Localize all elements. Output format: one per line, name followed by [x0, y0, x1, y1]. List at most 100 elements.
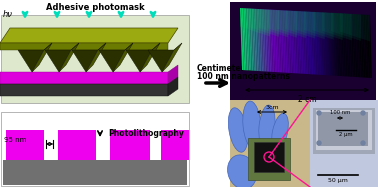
Text: 50 μm: 50 μm — [328, 178, 348, 183]
Polygon shape — [331, 13, 361, 41]
Polygon shape — [364, 15, 367, 78]
Polygon shape — [367, 15, 370, 78]
Polygon shape — [321, 12, 325, 75]
Bar — [3, 160, 187, 185]
Polygon shape — [307, 12, 310, 74]
Polygon shape — [304, 11, 334, 40]
Bar — [310, 100, 378, 187]
Polygon shape — [0, 84, 168, 96]
Text: Photolithography: Photolithography — [108, 128, 184, 137]
Polygon shape — [290, 11, 294, 73]
Bar — [6, 130, 44, 160]
Polygon shape — [242, 8, 245, 70]
Bar — [248, 138, 290, 180]
Polygon shape — [249, 8, 279, 37]
Polygon shape — [329, 13, 333, 76]
Text: Centimeter-scale: Centimeter-scale — [197, 64, 271, 73]
Polygon shape — [258, 9, 288, 37]
Polygon shape — [0, 72, 168, 84]
Polygon shape — [245, 8, 248, 70]
Bar — [161, 130, 189, 160]
Polygon shape — [284, 10, 288, 73]
Bar — [230, 2, 376, 100]
Polygon shape — [18, 50, 44, 72]
Polygon shape — [72, 50, 98, 72]
Bar — [110, 130, 150, 160]
Polygon shape — [250, 9, 253, 71]
Polygon shape — [350, 14, 354, 77]
Polygon shape — [369, 15, 372, 78]
Polygon shape — [360, 14, 364, 77]
Polygon shape — [148, 50, 174, 72]
Polygon shape — [295, 11, 299, 73]
Polygon shape — [264, 9, 268, 72]
Text: 2 cm: 2 cm — [298, 95, 316, 104]
Polygon shape — [268, 10, 271, 72]
Polygon shape — [341, 13, 344, 76]
Polygon shape — [140, 43, 160, 72]
Ellipse shape — [228, 108, 248, 152]
Polygon shape — [338, 13, 341, 76]
Polygon shape — [258, 9, 262, 71]
Polygon shape — [297, 11, 301, 74]
Bar — [254, 142, 284, 172]
Polygon shape — [0, 43, 168, 50]
Polygon shape — [320, 12, 323, 75]
Polygon shape — [359, 14, 362, 77]
Polygon shape — [45, 50, 71, 72]
Circle shape — [317, 111, 321, 115]
Polygon shape — [333, 13, 336, 76]
Polygon shape — [344, 14, 348, 76]
Polygon shape — [342, 13, 346, 76]
Polygon shape — [294, 11, 325, 39]
Polygon shape — [168, 65, 178, 84]
Polygon shape — [162, 43, 182, 72]
Polygon shape — [328, 13, 332, 76]
Polygon shape — [99, 50, 125, 72]
Bar — [316, 110, 372, 150]
Text: 100 nm nanopatterns: 100 nm nanopatterns — [197, 71, 290, 80]
Bar — [313, 108, 375, 154]
Ellipse shape — [272, 113, 288, 151]
Ellipse shape — [259, 105, 275, 149]
Polygon shape — [276, 10, 306, 38]
Polygon shape — [324, 13, 328, 75]
Bar — [318, 112, 368, 146]
Bar — [230, 100, 310, 187]
Polygon shape — [357, 14, 361, 77]
Polygon shape — [292, 11, 296, 73]
Circle shape — [361, 111, 365, 115]
Polygon shape — [289, 11, 292, 73]
Polygon shape — [243, 8, 247, 70]
Bar — [1, 112, 189, 186]
Polygon shape — [347, 14, 351, 77]
Polygon shape — [355, 14, 359, 77]
Polygon shape — [323, 13, 327, 75]
Polygon shape — [322, 12, 352, 41]
Polygon shape — [302, 11, 305, 74]
Polygon shape — [285, 10, 316, 39]
Polygon shape — [263, 9, 266, 71]
Polygon shape — [0, 28, 178, 43]
Polygon shape — [339, 13, 343, 76]
Polygon shape — [255, 9, 258, 71]
Ellipse shape — [243, 101, 261, 149]
Text: 3cm: 3cm — [265, 105, 279, 110]
Polygon shape — [86, 43, 106, 72]
Polygon shape — [269, 10, 273, 72]
Polygon shape — [267, 9, 297, 38]
Bar — [58, 130, 96, 160]
Polygon shape — [315, 12, 318, 75]
Polygon shape — [126, 50, 152, 72]
Polygon shape — [276, 10, 279, 72]
Polygon shape — [310, 12, 313, 74]
Polygon shape — [271, 10, 274, 72]
Polygon shape — [240, 8, 244, 70]
Polygon shape — [113, 43, 133, 72]
Polygon shape — [304, 11, 307, 74]
Polygon shape — [299, 11, 302, 74]
Circle shape — [361, 141, 365, 145]
Text: 100 nm: 100 nm — [330, 110, 350, 115]
Polygon shape — [168, 77, 178, 96]
Polygon shape — [331, 13, 335, 76]
